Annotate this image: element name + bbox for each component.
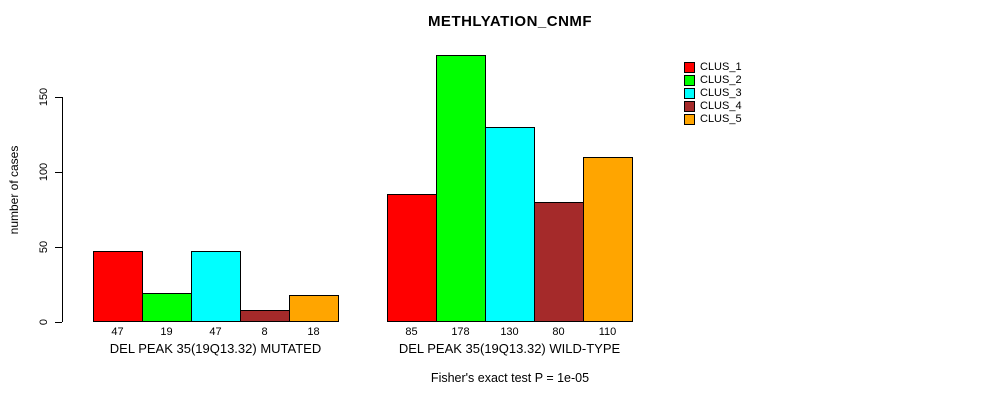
legend-color-swatch [684, 75, 695, 86]
bar-CLUS_5-group2 [583, 157, 633, 322]
bar-value-label: 80 [552, 326, 565, 338]
legend-color-swatch [684, 88, 695, 99]
legend-item-label: CLUS_3 [700, 87, 742, 99]
bar-value-label: 47 [209, 326, 222, 338]
legend-item-label: CLUS_1 [700, 61, 742, 73]
x-group-label: DEL PEAK 35(19Q13.32) WILD-TYPE [398, 341, 621, 356]
bar-CLUS_2-group2 [436, 55, 486, 322]
y-axis-tick-label: 100 [38, 162, 50, 182]
legend-item: CLUS_2 [684, 74, 742, 87]
bar-value-label: 178 [451, 326, 470, 338]
bar-CLUS_4-group1 [240, 310, 290, 322]
bar-value-label: 110 [598, 326, 617, 338]
legend-item: CLUS_5 [684, 113, 742, 126]
bar-CLUS_5-group1 [289, 295, 339, 322]
legend-color-swatch [684, 114, 695, 125]
legend-item-label: CLUS_2 [700, 74, 742, 86]
y-axis-tick-label: 150 [38, 87, 50, 107]
bar-CLUS_4-group2 [534, 202, 584, 322]
legend-color-swatch [684, 62, 695, 73]
legend-item: CLUS_1 [684, 61, 742, 74]
legend-item-label: CLUS_5 [700, 113, 742, 125]
fisher-test-annotation: Fisher's exact test P = 1e-05 [430, 371, 590, 385]
bar-value-label: 85 [405, 326, 418, 338]
x-group-label: DEL PEAK 35(19Q13.32) MUTATED [109, 341, 322, 356]
bar-CLUS_1-group2 [387, 194, 437, 322]
legend-item-label: CLUS_4 [700, 100, 742, 112]
y-axis-title: number of cases [7, 145, 21, 235]
bar-CLUS_1-group1 [93, 251, 143, 322]
y-axis-tick [55, 172, 62, 173]
chart-title: METHLYATION_CNMF [427, 13, 593, 30]
bar-CLUS_3-group1 [191, 251, 241, 322]
bar-CLUS_3-group2 [485, 127, 535, 322]
bar-value-label: 19 [160, 326, 173, 338]
bar-value-label: 8 [261, 326, 268, 338]
legend-item: CLUS_3 [684, 87, 742, 100]
bar-CLUS_2-group1 [142, 293, 192, 322]
y-axis-tick [55, 97, 62, 98]
bar-value-label: 130 [500, 326, 519, 338]
y-axis-tick-label: 50 [38, 240, 50, 254]
legend-color-swatch [684, 101, 695, 112]
y-axis-tick [55, 322, 62, 323]
y-axis-tick [55, 247, 62, 248]
legend: CLUS_1 CLUS_2 CLUS_3 CLUS_4 CLUS_5 [684, 61, 742, 126]
y-axis-line [62, 97, 63, 322]
bar-value-label: 18 [307, 326, 320, 338]
bar-value-label: 47 [111, 326, 124, 338]
y-axis-tick-label: 0 [38, 318, 50, 326]
legend-item: CLUS_4 [684, 100, 742, 113]
